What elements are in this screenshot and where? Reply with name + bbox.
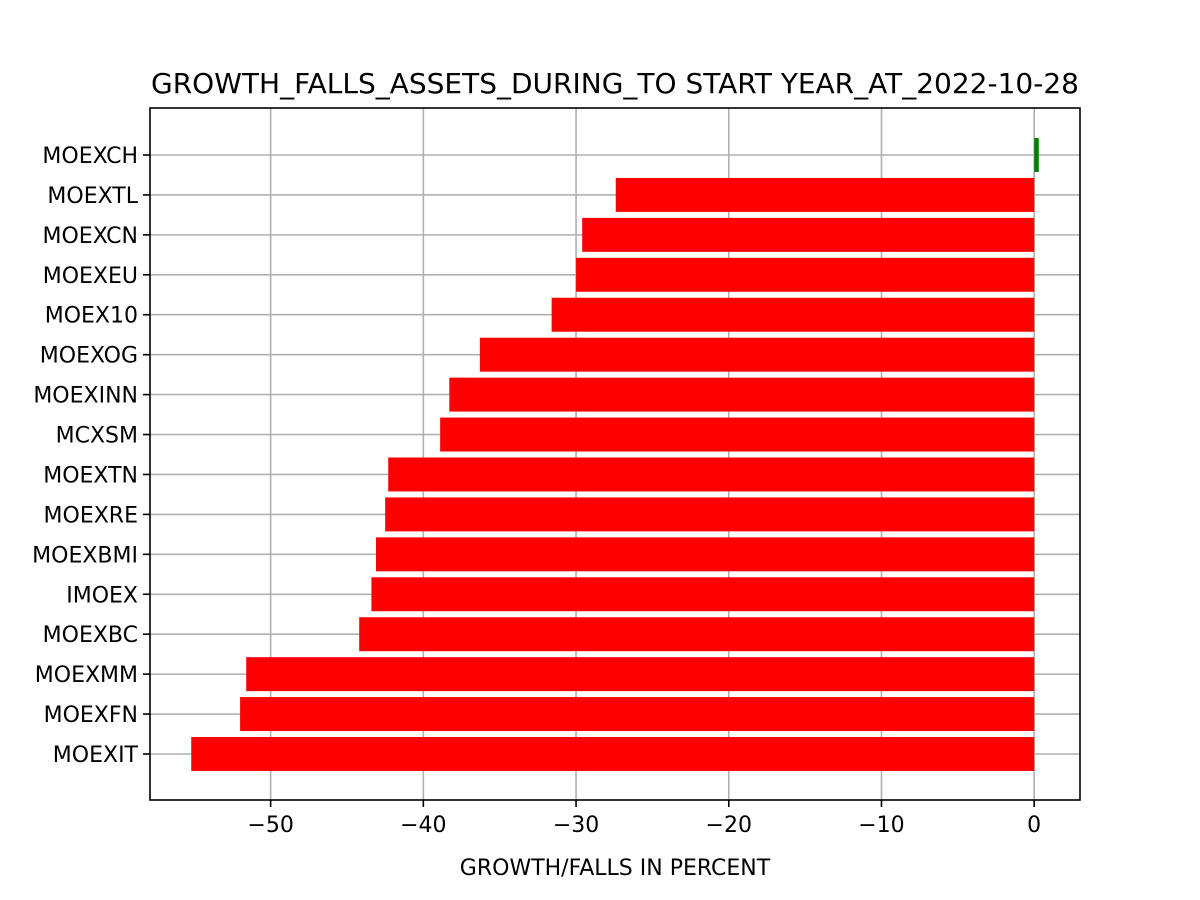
- bar-moexcn: [582, 217, 1035, 252]
- y-tick-label: MOEXCH: [42, 144, 138, 169]
- bar-moexmm: [246, 657, 1035, 692]
- y-tick-label: MOEXMM: [35, 663, 138, 688]
- y-tick-label: MOEXTL: [47, 184, 138, 209]
- y-tick-label: MOEXEU: [43, 264, 138, 289]
- y-tick-label: MOEXIT: [53, 743, 139, 768]
- y-tick-label: MOEXTN: [43, 463, 138, 488]
- bar-moexog: [479, 337, 1035, 372]
- x-tick-label: 0: [1027, 813, 1041, 838]
- bar-moextl: [615, 177, 1035, 212]
- bar-moex10: [551, 297, 1035, 332]
- bar-moexre: [385, 497, 1035, 532]
- y-tick-label: MOEXBC: [43, 623, 138, 648]
- y-tick-label: MOEXCN: [43, 224, 139, 249]
- y-tick-label: MOEXRE: [44, 503, 138, 528]
- bar-moexit: [191, 737, 1035, 771]
- x-axis-ticks: −50 −40 −30 −20 −10 0: [247, 800, 1041, 838]
- bar-mcxsm: [440, 417, 1035, 452]
- y-tick-label: MOEXFN: [44, 703, 138, 728]
- plot-frame: [149, 107, 1081, 801]
- bar-imoex: [371, 577, 1035, 612]
- chart-title: GROWTH_FALLS_ASSETS_DURING_TO START YEAR…: [151, 67, 1079, 100]
- x-axis-label: GROWTH/FALLS IN PERCENT: [460, 856, 771, 881]
- y-tick-label: MOEXINN: [33, 384, 138, 409]
- bar-moexeu: [576, 257, 1035, 292]
- x-tick-label: −40: [400, 813, 446, 838]
- x-tick-label: −50: [247, 813, 293, 838]
- bar-moexch: [1034, 138, 1039, 172]
- y-tick-label: MOEXBMI: [32, 543, 138, 568]
- bars: [191, 138, 1039, 771]
- bar-moexfn: [240, 697, 1035, 732]
- bar-moexinn: [449, 377, 1035, 412]
- x-tick-label: −10: [858, 813, 904, 838]
- x-tick-label: −30: [553, 813, 599, 838]
- y-tick-label: IMOEX: [66, 583, 138, 608]
- bar-moexbmi: [376, 537, 1035, 572]
- y-tick-label: MOEXOG: [40, 344, 138, 369]
- y-axis-ticks: MOEXCH MOEXTL MOEXCN MOEXEU MOEX10 MOEXOG MOEX…: [32, 144, 150, 768]
- bar-moexbc: [359, 617, 1035, 652]
- x-tick-label: −20: [706, 813, 752, 838]
- y-tick-label: MCXSM: [56, 424, 138, 449]
- bar-moextn: [388, 457, 1035, 492]
- y-tick-label: MOEX10: [45, 304, 138, 329]
